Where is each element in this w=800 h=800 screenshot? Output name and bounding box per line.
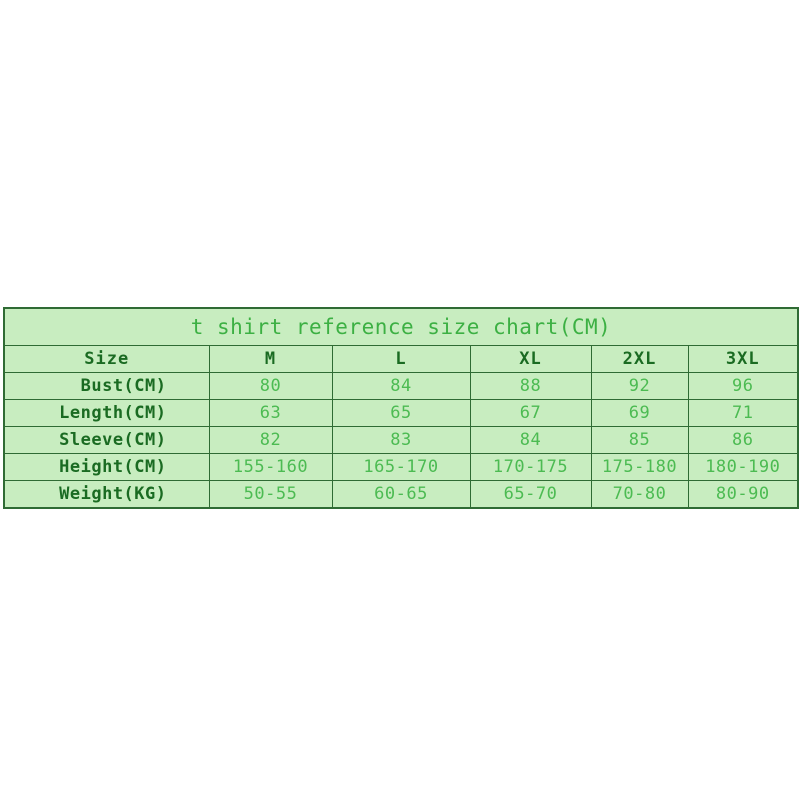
size-chart-table: t shirt reference size chart(CM) Size M … [3,307,800,509]
column-header-3xl: 3XL [687,345,799,373]
cell-bust-l: 84 [331,372,471,400]
cell-height-2xl: 175-180 [590,453,689,481]
table-row: Weight(KG) 50-55 60-65 65-70 70-80 80-90 [3,480,799,509]
cell-height-l: 165-170 [331,453,471,481]
title-row: t shirt reference size chart(CM) [3,307,799,346]
cell-bust-xl: 88 [469,372,592,400]
cell-weight-2xl: 70-80 [590,480,689,509]
cell-weight-l: 60-65 [331,480,471,509]
cell-bust-2xl: 92 [590,372,689,400]
row-label-sleeve: Sleeve(CM) [3,426,210,454]
cell-length-l: 65 [331,399,471,427]
chart-title: t shirt reference size chart(CM) [3,307,799,346]
cell-sleeve-xl: 84 [469,426,592,454]
row-label-bust: Bust(CM) [3,372,210,400]
row-label-height: Height(CM) [3,453,210,481]
cell-sleeve-m: 82 [208,426,333,454]
cell-length-m: 63 [208,399,333,427]
table-row: Height(CM) 155-160 165-170 170-175 175-1… [3,453,799,481]
column-header-m: M [208,345,333,373]
cell-bust-3xl: 96 [687,372,799,400]
cell-height-3xl: 180-190 [687,453,799,481]
row-label-length: Length(CM) [3,399,210,427]
cell-height-xl: 170-175 [469,453,592,481]
column-header-xl: XL [469,345,592,373]
table-row: Bust(CM) 80 84 88 92 96 [3,372,799,400]
table-row: Sleeve(CM) 82 83 84 85 86 [3,426,799,454]
size-chart-container: t shirt reference size chart(CM) Size M … [3,307,800,509]
column-header-row: Size M L XL 2XL 3XL [3,345,799,373]
cell-sleeve-2xl: 85 [590,426,689,454]
row-label-weight: Weight(KG) [3,480,210,509]
cell-sleeve-l: 83 [331,426,471,454]
column-header-2xl: 2XL [590,345,689,373]
cell-length-3xl: 71 [687,399,799,427]
cell-sleeve-3xl: 86 [687,426,799,454]
cell-bust-m: 80 [208,372,333,400]
cell-length-2xl: 69 [590,399,689,427]
cell-weight-xl: 65-70 [469,480,592,509]
cell-weight-3xl: 80-90 [687,480,799,509]
table-row: Length(CM) 63 65 67 69 71 [3,399,799,427]
column-header-size: Size [3,345,210,373]
cell-weight-m: 50-55 [208,480,333,509]
cell-length-xl: 67 [469,399,592,427]
column-header-l: L [331,345,471,373]
cell-height-m: 155-160 [208,453,333,481]
